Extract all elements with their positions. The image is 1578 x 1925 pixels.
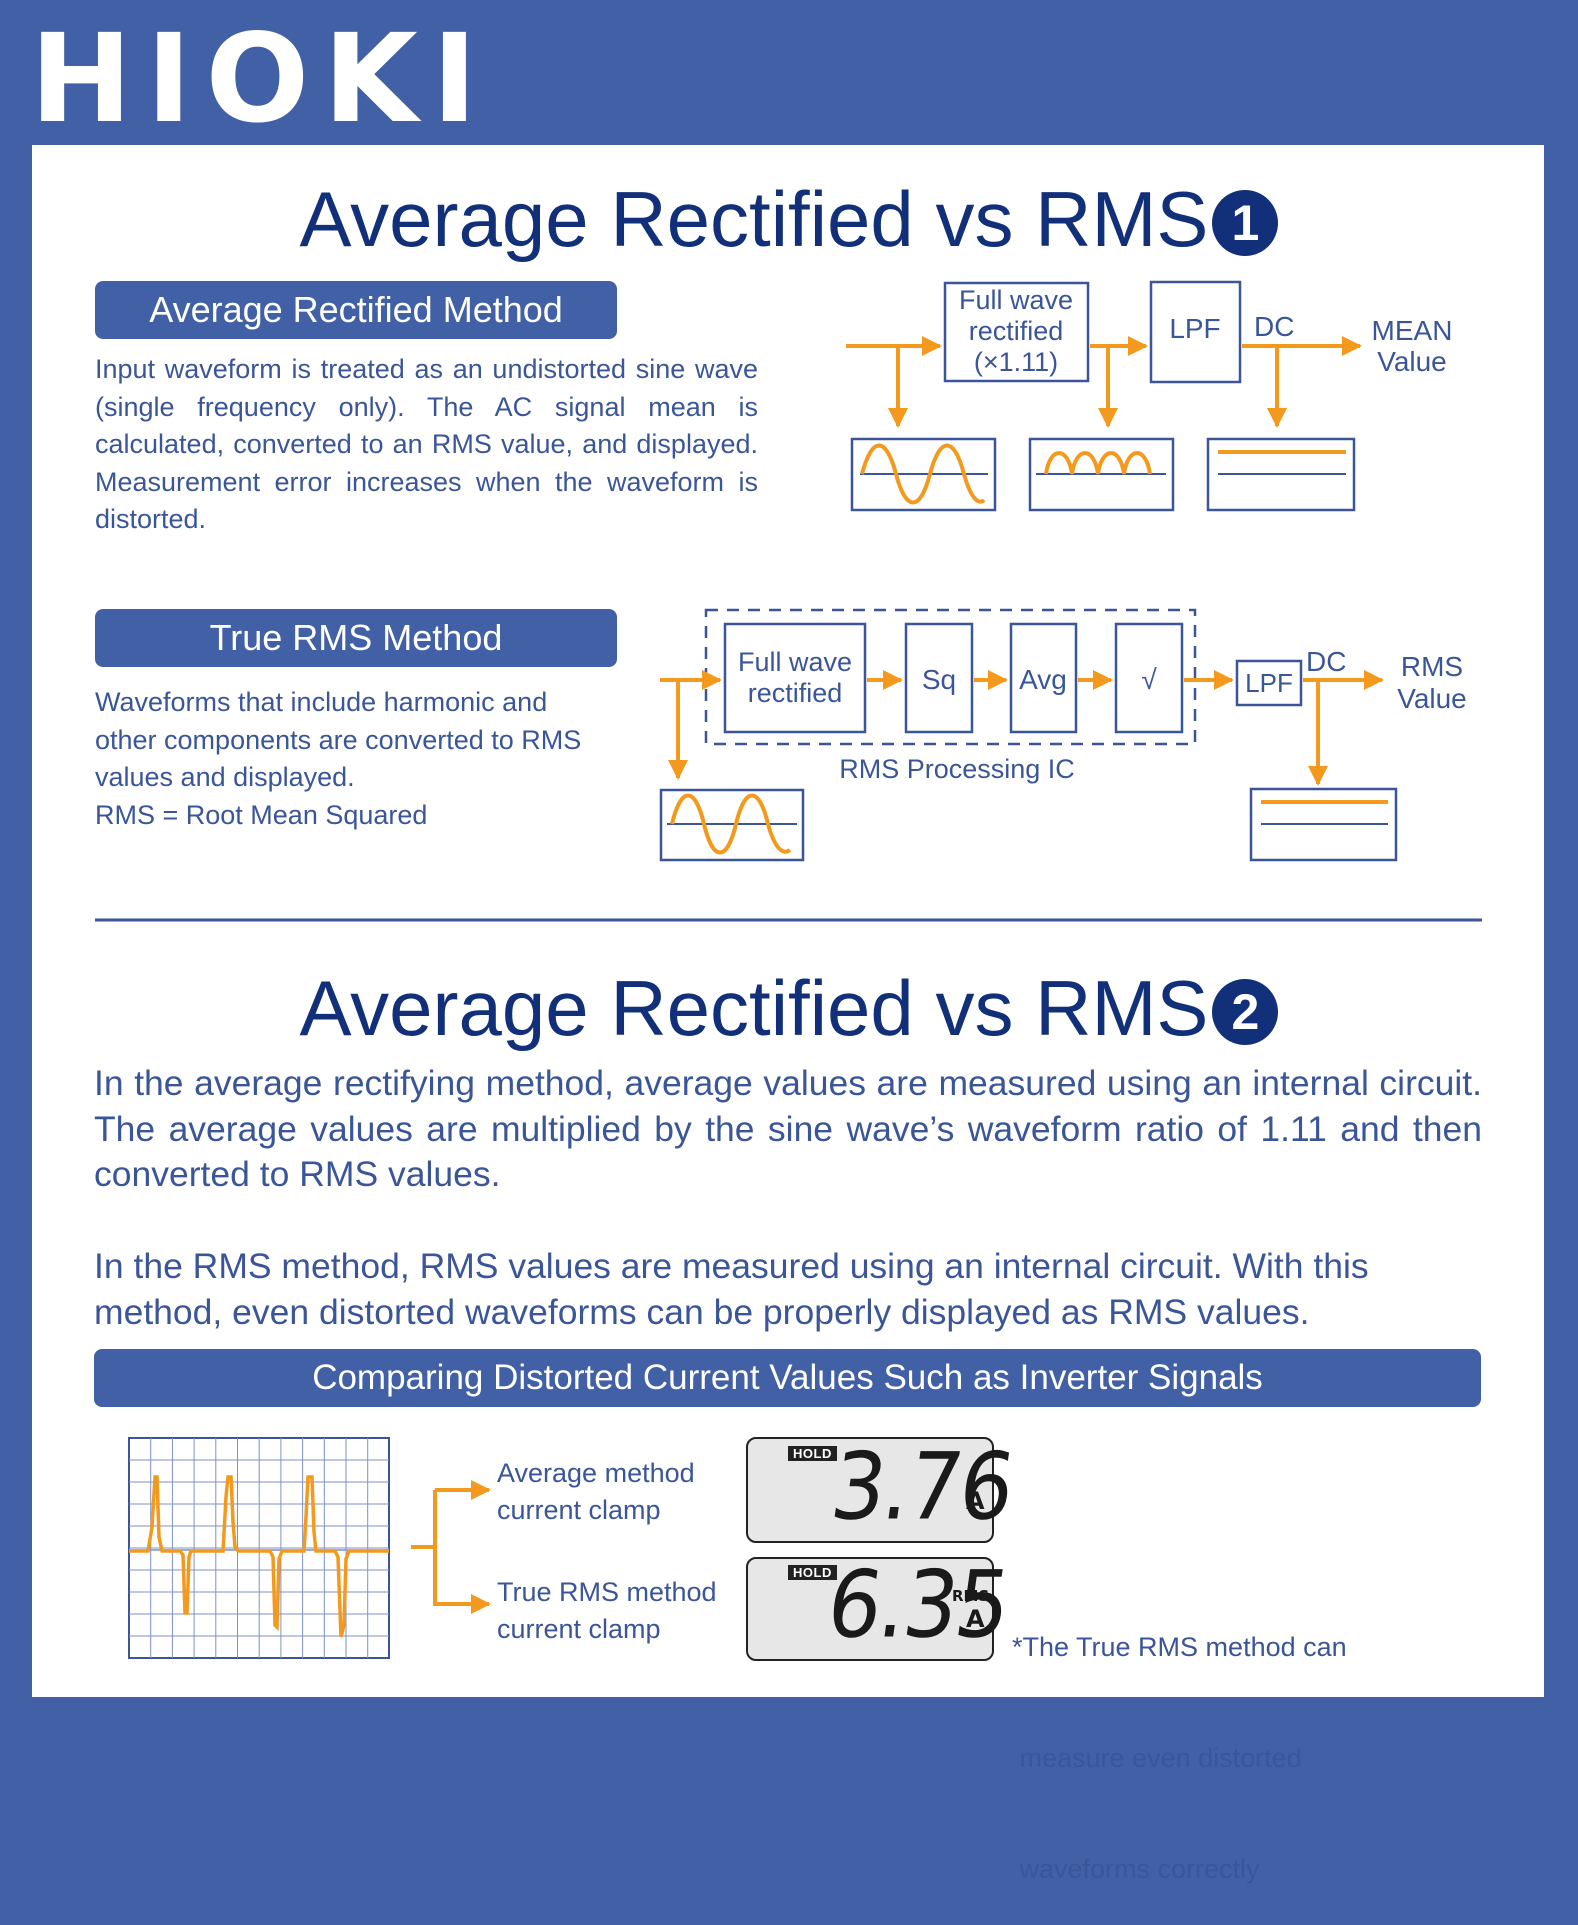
rms-clamp-label-line1: True RMS method: [497, 1577, 717, 1607]
avg-rectifier-line2: rectified: [969, 316, 1064, 346]
note-line1: *The True RMS method can: [1012, 1632, 1347, 1662]
avg-method-heading: Average Rectified Method: [95, 281, 617, 339]
rms-description-line: values and displayed.: [95, 762, 355, 792]
rms-rectifier-line1: Full wave: [738, 647, 852, 677]
rms-output-line2: Value: [1397, 683, 1467, 714]
rms-square-label: Sq: [922, 664, 956, 695]
comparison-banner: Comparing Distorted Current Values Such …: [94, 1349, 1481, 1407]
rms-lpf-label: LPF: [1245, 668, 1293, 698]
rms-average-label: Avg: [1019, 664, 1067, 695]
rms-clamp-label-line2: current clamp: [497, 1614, 661, 1644]
section2-paragraph-rms: In the RMS method, RMS values are measur…: [94, 1246, 1369, 1332]
block-diagrams: Full wave rectified (×1.11) LPF DC MEAN …: [95, 280, 1482, 922]
average-clamp-label-line2: current clamp: [497, 1495, 661, 1525]
rms-method-description: Waveforms that include harmonic and othe…: [95, 684, 655, 834]
rms-clamp-unit-rms: RMS: [952, 1587, 990, 1605]
branch-arrows: [411, 1480, 491, 1614]
section1-title: Average Rectified vs RMS 1: [0, 180, 1578, 258]
rms-lpf-block: [1235, 659, 1303, 707]
section2-paragraph-average: In the average rectifying method, averag…: [94, 1063, 1482, 1194]
section1-title-text: Average Rectified vs RMS: [299, 175, 1209, 263]
avg-lpf-label: LPF: [1169, 313, 1220, 344]
rms-clamp-label: True RMS method current clamp: [497, 1574, 717, 1648]
section2-number-badge: 2: [1212, 979, 1279, 1045]
note-line3: waveforms correctly: [1012, 1854, 1260, 1884]
section1-number-badge: 1: [1212, 190, 1279, 256]
rms-dc-label: DC: [1306, 646, 1346, 677]
section2-title-text: Average Rectified vs RMS: [299, 964, 1209, 1052]
average-clamp-display: HOLD 3.76 A: [746, 1433, 1019, 1543]
rms-ic-label: RMS Processing IC: [839, 754, 1075, 784]
hold-indicator: HOLD: [788, 1565, 837, 1580]
rms-sqrt-block: [1114, 622, 1184, 734]
rms-diagram: Full wave rectified Sq Avg √ LPF DC RMS …: [659, 608, 1467, 862]
rectified-wave-icon: [1044, 451, 1152, 475]
rms-definition: RMS = Root Mean Squared: [95, 799, 428, 830]
rms-method-heading: True RMS Method: [95, 609, 617, 667]
avg-rectifier-block: [943, 281, 1090, 383]
hold-indicator: HOLD: [788, 1446, 837, 1461]
avg-rectifier-line1: Full wave: [959, 285, 1073, 315]
rms-sqrt-label: √: [1141, 664, 1157, 695]
distorted-waveform-graph: [128, 1437, 390, 1659]
inverter-waveform: [129, 1475, 389, 1638]
hioki-logo: HIOKI: [30, 8, 492, 150]
sine-wave-icon: [860, 443, 986, 505]
rms-description-line: other components are converted to RMS: [95, 724, 582, 755]
avg-dc-label: DC: [1254, 311, 1294, 342]
rms-rectifier-line2: rectified: [748, 678, 843, 708]
rms-output-line1: RMS: [1401, 651, 1463, 682]
rms-square-block: [904, 622, 974, 734]
rms-description-line: Waveforms that include harmonic and: [95, 687, 548, 717]
avg-diagram: Full wave rectified (×1.11) LPF DC MEAN …: [846, 280, 1453, 512]
average-clamp-unit: A: [966, 1487, 985, 1515]
avg-output-line1: MEAN: [1372, 315, 1453, 346]
avg-method-description: Input waveform is treated as an undistor…: [95, 354, 758, 534]
sine-wave-icon: [670, 793, 792, 855]
true-rms-note: *The True RMS method can measure even di…: [1012, 1555, 1347, 1925]
rms-clamp-unit: A: [966, 1605, 985, 1633]
note-line2: measure even distorted: [1012, 1743, 1302, 1773]
rms-rectifier-block: [723, 622, 867, 734]
section2-title: Average Rectified vs RMS 2: [0, 969, 1578, 1047]
avg-lpf-block: [1149, 280, 1242, 384]
average-clamp-label: Average method current clamp: [497, 1455, 695, 1529]
avg-output-line2: Value: [1377, 346, 1447, 377]
rms-clamp-display: HOLD 6.35 RMS A: [746, 1551, 1015, 1661]
rms-average-block: [1009, 622, 1078, 734]
avg-rectifier-line3: (×1.11): [974, 347, 1058, 377]
average-clamp-reading: 3.76: [824, 1432, 1020, 1541]
average-clamp-label-line1: Average method: [497, 1458, 695, 1488]
